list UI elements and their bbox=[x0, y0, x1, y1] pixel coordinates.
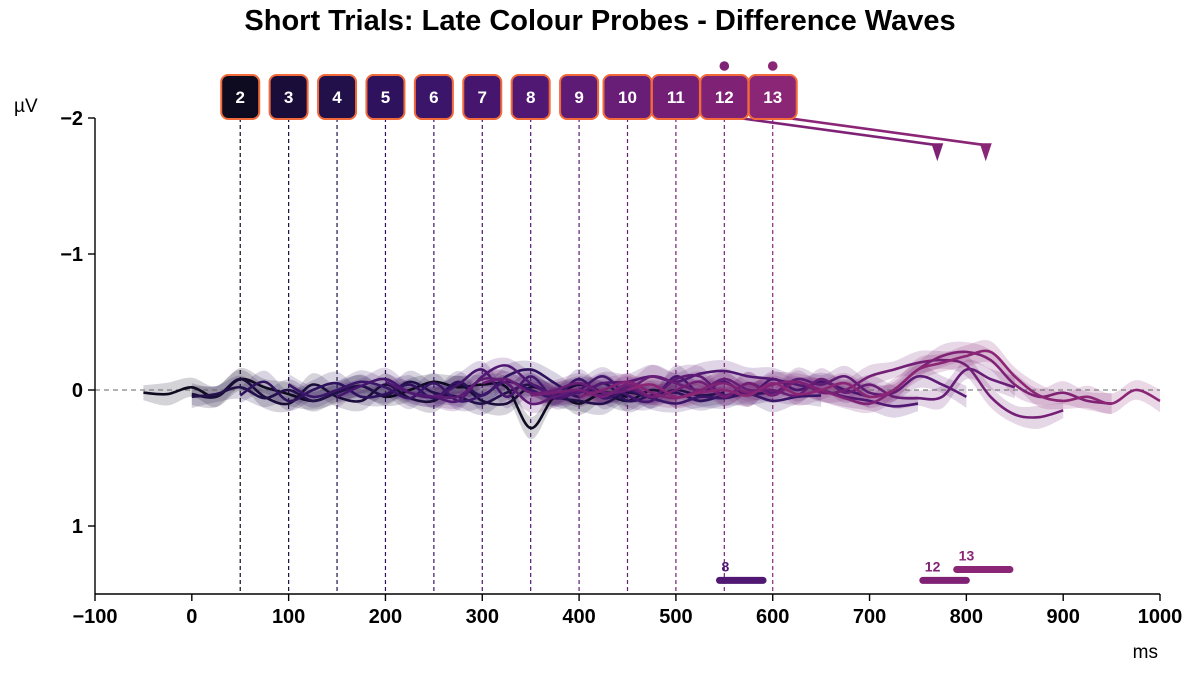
probe-marker-label-9: 9 bbox=[574, 88, 583, 107]
significance-bar-label-12: 12 bbox=[925, 558, 941, 574]
x-tick-label: −100 bbox=[72, 606, 117, 628]
probe-marker-label-6: 6 bbox=[429, 88, 438, 107]
probe-marker-box-7 bbox=[462, 74, 503, 120]
probe-marker-label-11: 11 bbox=[667, 88, 685, 107]
y-tick-label: −1 bbox=[60, 244, 83, 266]
probe-marker-label-7: 7 bbox=[478, 88, 487, 107]
probe-marker-box-5 bbox=[365, 74, 406, 120]
peak-arrow-line-13 bbox=[772, 114, 986, 147]
probe-marker-box-13 bbox=[747, 74, 798, 120]
series-line-10 bbox=[482, 367, 1016, 401]
probe-marker-label-4: 4 bbox=[332, 88, 342, 107]
probe-marker-label-12: 12 bbox=[715, 88, 734, 107]
probe-marker-label-8: 8 bbox=[526, 88, 535, 107]
x-tick-label: 500 bbox=[659, 606, 692, 628]
axes: −100 0 100 200 300 400 500 600 700 800 900 1000 −2 −1… bbox=[60, 108, 1182, 628]
y-tick-label: 1 bbox=[72, 516, 83, 538]
x-tick-label: 600 bbox=[756, 606, 789, 628]
significance-bar-label-13: 13 bbox=[959, 548, 975, 564]
peak-arrows bbox=[724, 114, 992, 162]
x-tick-label: 200 bbox=[369, 606, 402, 628]
peak-arrow-line-12 bbox=[724, 114, 938, 147]
x-tick-label: 300 bbox=[466, 606, 499, 628]
probe-marker-label-3: 3 bbox=[284, 88, 293, 107]
y-tick-label: 0 bbox=[72, 380, 83, 402]
probe-marker-box-8 bbox=[510, 74, 551, 120]
probe-marker-label-13: 13 bbox=[763, 88, 782, 107]
y-tick-label: −2 bbox=[60, 108, 83, 130]
confidence-band-9 bbox=[433, 364, 967, 414]
x-tick-label: 400 bbox=[562, 606, 595, 628]
peak-arrow-head-12 bbox=[931, 143, 944, 162]
probe-onset-lines bbox=[239, 104, 774, 594]
probe-marker-box-3 bbox=[268, 74, 309, 120]
probe-marker-label-10: 10 bbox=[618, 88, 637, 107]
x-tick-label: 100 bbox=[272, 606, 305, 628]
confidence-band-13 bbox=[627, 339, 1160, 414]
x-tick-label: 0 bbox=[186, 606, 197, 628]
series-line-9 bbox=[433, 373, 967, 406]
series-lines bbox=[143, 349, 1161, 430]
x-tick-label: 900 bbox=[1046, 606, 1079, 628]
probe-markers: 2 3 4 5 6 7 8 9 10 11 12 13 bbox=[220, 61, 798, 120]
peak-arrow-head-13 bbox=[979, 143, 992, 162]
chart-title: Short Trials: Late Colour Probes - Diffe… bbox=[244, 5, 955, 37]
probe-marker-label-5: 5 bbox=[381, 88, 390, 107]
significance-dot-12 bbox=[719, 61, 730, 71]
series-line-13 bbox=[627, 349, 1161, 405]
probe-marker-label-2: 2 bbox=[235, 88, 244, 107]
probe-marker-box-6 bbox=[413, 74, 454, 120]
significance-bars: 8 12 13 bbox=[715, 548, 1014, 584]
series-line-12 bbox=[578, 350, 1112, 406]
significance-dot-13 bbox=[767, 61, 778, 71]
x-axis-unit: ms bbox=[1133, 642, 1158, 663]
probe-marker-box-4 bbox=[317, 74, 358, 120]
x-tick-label: 800 bbox=[950, 606, 983, 628]
x-tick-label: 1000 bbox=[1138, 606, 1183, 628]
significance-bar-label-8: 8 bbox=[721, 558, 729, 574]
probe-marker-box-2 bbox=[220, 74, 261, 120]
probe-marker-box-9 bbox=[559, 74, 600, 120]
x-tick-label: 700 bbox=[853, 606, 886, 628]
y-axis-unit: µV bbox=[14, 96, 38, 117]
series-line-5 bbox=[239, 368, 773, 403]
